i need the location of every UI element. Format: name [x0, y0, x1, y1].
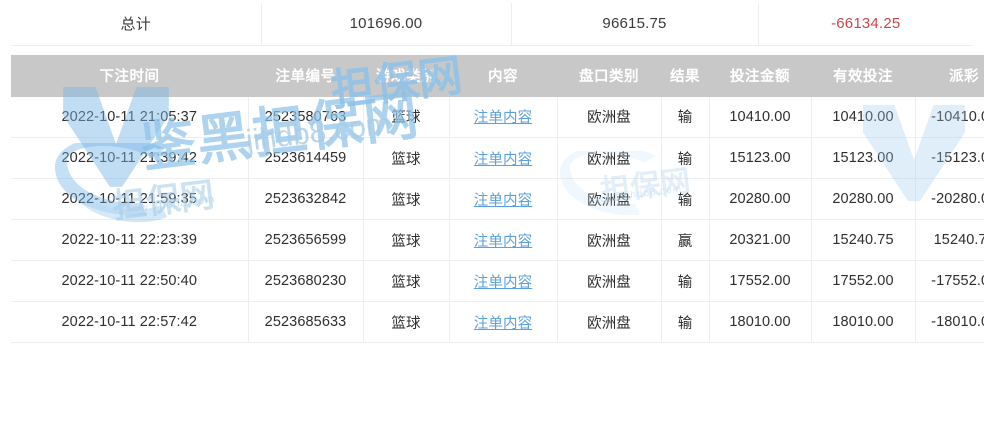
cell-order: 2523680230	[248, 260, 364, 302]
cell-stake: 20280.00	[709, 178, 812, 220]
cell-order: 2523614459	[248, 137, 364, 179]
cell-content: 注单内容	[449, 260, 558, 302]
column-header-content[interactable]: 内容	[449, 54, 557, 97]
cell-order: 2523685633	[248, 301, 364, 343]
cell-payout: 15240.75	[915, 219, 984, 261]
cell-stake: 17552.00	[709, 260, 812, 302]
betting-records-page: 总计 101696.00 96615.75 -66134.25 下注时间 注单编…	[0, 3, 984, 429]
summary-table: 总计 101696.00 96615.75 -66134.25	[11, 3, 973, 46]
table-row: 2022-10-11 21:05:37 2523580763 篮球 注单内容 欧…	[11, 96, 984, 138]
cell-time: 2022-10-11 21:05:37	[11, 96, 249, 138]
cell-game: 篮球	[363, 301, 450, 343]
column-header-time[interactable]: 下注时间	[11, 54, 248, 97]
records-table-container: 下注时间 注单编号 游戏类别 内容 盘口类别 结果 投注金额 有效投注 派彩 2…	[11, 54, 984, 343]
cell-valid: 15123.00	[811, 137, 916, 179]
order-detail-link[interactable]: 注单内容	[473, 274, 533, 291]
column-header-stake[interactable]: 投注金额	[709, 54, 811, 97]
cell-game: 篮球	[363, 137, 450, 179]
summary-label: 总计	[11, 3, 262, 46]
table-row: 2022-10-11 22:50:40 2523680230 篮球 注单内容 欧…	[11, 260, 984, 302]
cell-game: 篮球	[363, 219, 450, 261]
cell-stake: 20321.00	[709, 219, 812, 261]
cell-handicap: 欧洲盘	[557, 137, 662, 179]
summary-total-payout: -66134.25	[758, 3, 973, 46]
column-header-payout[interactable]: 派彩	[915, 54, 984, 97]
cell-result: 输	[661, 260, 710, 302]
cell-handicap: 欧洲盘	[557, 219, 662, 261]
cell-valid: 18010.00	[811, 301, 916, 343]
order-detail-link[interactable]: 注单内容	[473, 192, 533, 209]
cell-result: 输	[661, 301, 710, 343]
cell-game: 篮球	[363, 260, 450, 302]
cell-result: 输	[661, 178, 710, 220]
column-header-handicap[interactable]: 盘口类别	[557, 54, 661, 97]
records-table: 下注时间 注单编号 游戏类别 内容 盘口类别 结果 投注金额 有效投注 派彩 2…	[11, 54, 984, 343]
order-detail-link[interactable]: 注单内容	[473, 233, 533, 250]
table-row: 2022-10-11 22:23:39 2523656599 篮球 注单内容 欧…	[11, 219, 984, 261]
cell-stake: 18010.00	[709, 301, 812, 343]
order-detail-link[interactable]: 注单内容	[473, 151, 533, 168]
cell-payout: -17552.00	[915, 260, 984, 302]
cell-game: 篮球	[363, 96, 450, 138]
column-header-valid[interactable]: 有效投注	[811, 54, 915, 97]
cell-result: 输	[661, 96, 710, 138]
cell-payout: -15123.00	[915, 137, 984, 179]
cell-payout: -20280.00	[915, 178, 984, 220]
cell-handicap: 欧洲盘	[557, 178, 662, 220]
cell-content: 注单内容	[449, 137, 558, 179]
header-row: 下注时间 注单编号 游戏类别 内容 盘口类别 结果 投注金额 有效投注 派彩	[11, 54, 984, 97]
cell-content: 注单内容	[449, 301, 558, 343]
column-header-game[interactable]: 游戏类别	[363, 54, 449, 97]
column-header-result[interactable]: 结果	[661, 54, 709, 97]
cell-time: 2022-10-11 21:59:35	[11, 178, 249, 220]
table-row: 2022-10-11 21:59:35 2523632842 篮球 注单内容 欧…	[11, 178, 984, 220]
cell-result: 输	[661, 137, 710, 179]
summary-total-valid: 96615.75	[511, 3, 759, 46]
cell-time: 2022-10-11 22:50:40	[11, 260, 249, 302]
cell-payout: -10410.00	[915, 96, 984, 138]
cell-valid: 10410.00	[811, 96, 916, 138]
table-row: 2022-10-11 21:39:42 2523614459 篮球 注单内容 欧…	[11, 137, 984, 179]
cell-time: 2022-10-11 22:23:39	[11, 219, 249, 261]
cell-valid: 20280.00	[811, 178, 916, 220]
cell-order: 2523632842	[248, 178, 364, 220]
cell-order: 2523580763	[248, 96, 364, 138]
cell-valid: 17552.00	[811, 260, 916, 302]
summary-row: 总计 101696.00 96615.75 -66134.25	[11, 3, 973, 46]
table-row: 2022-10-11 22:57:42 2523685633 篮球 注单内容 欧…	[11, 301, 984, 343]
summary-total-stake: 101696.00	[261, 3, 512, 46]
cell-time: 2022-10-11 21:39:42	[11, 137, 249, 179]
cell-order: 2523656599	[248, 219, 364, 261]
cell-handicap: 欧洲盘	[557, 260, 662, 302]
cell-content: 注单内容	[449, 178, 558, 220]
table-body: 2022-10-11 21:05:37 2523580763 篮球 注单内容 欧…	[11, 96, 984, 343]
cell-time: 2022-10-11 22:57:42	[11, 301, 249, 343]
column-header-order[interactable]: 注单编号	[248, 54, 363, 97]
cell-game: 篮球	[363, 178, 450, 220]
table-header: 下注时间 注单编号 游戏类别 内容 盘口类别 结果 投注金额 有效投注 派彩	[11, 54, 984, 97]
cell-content: 注单内容	[449, 96, 558, 138]
cell-handicap: 欧洲盘	[557, 301, 662, 343]
order-detail-link[interactable]: 注单内容	[473, 315, 533, 332]
cell-stake: 10410.00	[709, 96, 812, 138]
order-detail-link[interactable]: 注单内容	[473, 110, 533, 127]
cell-valid: 15240.75	[811, 219, 916, 261]
cell-content: 注单内容	[449, 219, 558, 261]
cell-result: 赢	[661, 219, 710, 261]
cell-stake: 15123.00	[709, 137, 812, 179]
cell-handicap: 欧洲盘	[557, 96, 662, 138]
cell-payout: -18010.00	[915, 301, 984, 343]
